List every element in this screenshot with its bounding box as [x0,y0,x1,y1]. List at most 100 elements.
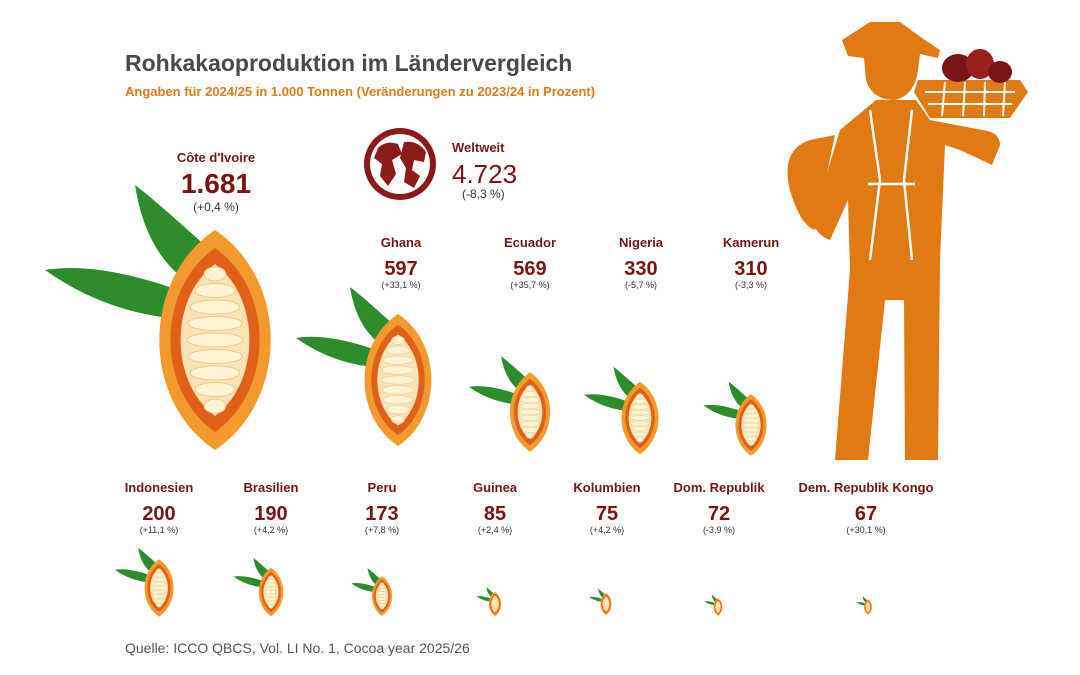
pod-bean [264,590,278,594]
pod-bean [187,316,243,331]
pod-bean [381,385,415,395]
country-value: 173 [365,503,399,525]
country-value: 190 [254,503,288,525]
world-total: Weltweit 4.723 (-8,3 %) [452,140,517,201]
pod-bean [492,608,498,611]
pod-bean [633,399,647,405]
basket-cocoa-pods [942,49,1012,83]
cocoa-pod [114,547,174,617]
pod-bean [747,441,755,446]
country-value: 1.681 [180,168,252,199]
country-label: Indonesien 200 (+11,1 %) [125,480,194,535]
country-change: (-3,3 %) [734,280,768,290]
pod-bean [745,436,757,441]
pod-bean [265,597,277,601]
chart-title: Rohkakaoproduktion im Ländervergleich [125,50,573,76]
cocoa-pod [704,594,723,616]
farmer-overall-lines [868,109,915,261]
pod-bean [492,599,498,602]
pod-bean [522,427,538,433]
pod-bean [631,426,649,432]
country-name: Dem. Republik Kongo [798,480,934,495]
pod-bean [716,602,720,604]
country-label: Côte d'Ivoire 1.681 (+0,4 %) [177,150,255,214]
pod-bean [525,433,535,439]
pod-bean [715,604,721,607]
country-name: Côte d'Ivoire [176,150,256,165]
pod-bean [715,606,721,608]
pod-bean [268,575,274,580]
pod-bean [716,611,720,613]
country-label: Dom. Republik 72 (-3,9 %) [673,480,764,535]
pod-bean [743,427,759,432]
pod-bean [376,597,388,601]
pod-bean [385,345,411,355]
country-name: Indonesien [124,480,194,495]
cocoa-pod [583,366,659,455]
cocoa-pod [233,557,284,617]
pod-bean [747,404,755,409]
pod-bean [380,375,416,385]
pod-bean [491,603,499,605]
pod-bean [716,610,720,612]
pod-bean [743,418,759,423]
pod-bean [493,610,497,613]
pod-bean [866,604,870,606]
pod-bean [385,405,411,415]
country-label: Nigeria 330 (-5,7 %) [619,235,663,290]
country-value: 310 [734,258,768,280]
pod-bean [391,415,405,425]
country-value: 330 [624,258,658,280]
country-value: 85 [483,503,507,525]
country-change: (+33,1 %) [381,280,421,290]
pod-bean [266,579,276,583]
pod-bean [492,597,498,600]
cocoa-pod [589,588,612,615]
pod-bean [603,598,609,600]
pod-bean [522,391,538,397]
country-value: 569 [513,258,547,280]
pod-bean [867,610,869,613]
pod-bean [715,608,721,611]
pod-bean [603,601,609,604]
country-change: (+11,1 %) [139,525,179,535]
pod-bean [152,594,166,599]
pod-bean [153,573,165,578]
pod-bean [152,577,166,582]
country-value: 200 [142,503,176,525]
world-label: Weltweit [452,140,505,155]
pod-bean [151,586,167,590]
country-change: (+4,2 %) [253,525,289,535]
country-name: Kamerun [722,235,780,250]
pod-bean [630,410,650,416]
pod-bean [715,607,721,610]
pod-bean [716,601,720,603]
country-label: Kamerun 310 (-3,3 %) [723,235,779,290]
country-label: Kolumbien 75 (+4,2 %) [573,480,640,535]
country-value: 597 [384,258,418,280]
pod-bean [603,604,609,607]
pod-bean [743,432,759,437]
country-change: (+30,1 %) [846,525,886,535]
country-change: (-3,9 %) [702,525,736,535]
pod-bean [151,590,167,595]
cocoa-pod [296,287,432,446]
pod-bean [743,422,759,428]
country-name: Guinea [472,480,518,495]
pod-bean [866,608,870,610]
pod-bean [865,606,871,608]
cocoa-pod [45,185,271,450]
pod-bean [631,404,649,410]
pod-bean [630,415,650,421]
country-label: Peru 173 (+7,8 %) [365,480,399,535]
pod-bean [268,604,274,609]
pod-bean [266,601,276,605]
world-value: 4.723 [452,159,518,189]
country-label: Ecuador 569 (+35,7 %) [504,235,556,290]
country-change: (-5,7 %) [624,280,658,290]
pod-bean [189,299,241,315]
cocoa-pod [856,596,872,615]
pod-bean [186,332,244,348]
cocoa-pod [476,586,502,617]
